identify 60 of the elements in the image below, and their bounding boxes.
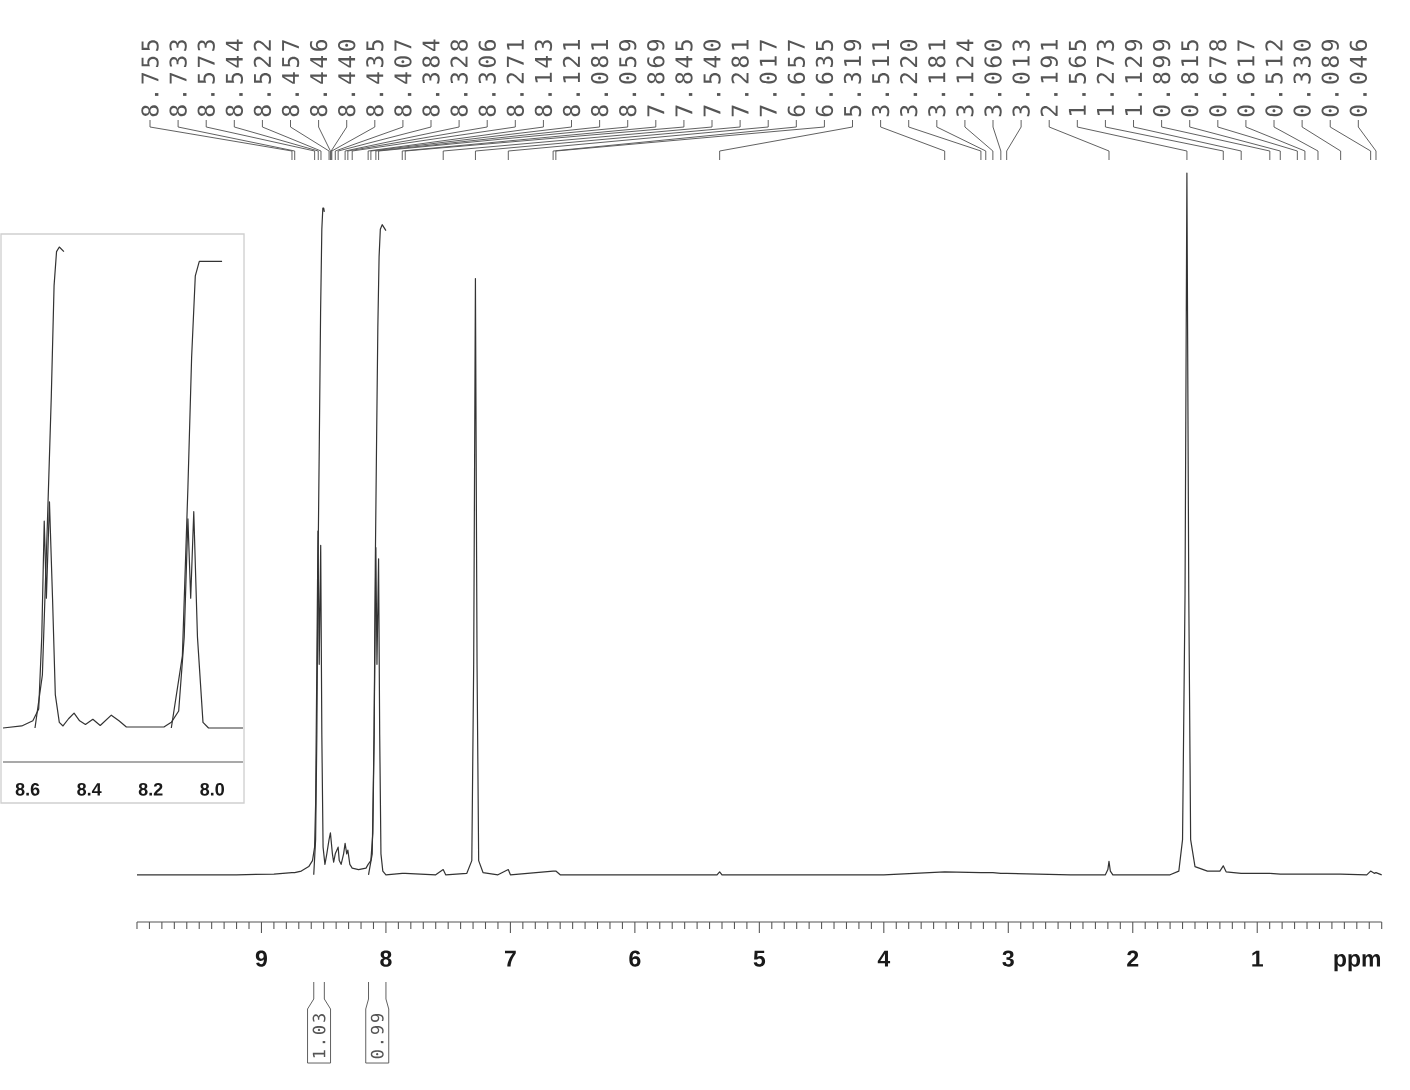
x-tick-label: 8.0 (200, 782, 224, 796)
x-tick-label: 8.6 (15, 782, 40, 796)
x-axis-title: ppm (1334, 954, 1381, 972)
text: 1.03 (312, 1014, 326, 1058)
x-tick-label: 2 (1127, 950, 1139, 967)
annotation: 7.281 (731, 39, 749, 117)
annotation: 7.869 (647, 39, 665, 117)
annotation: 0.815 (1181, 40, 1199, 117)
annotation: 3.124 (956, 39, 974, 117)
annotation: 2.191 (1040, 39, 1058, 117)
annotation: 8.306 (478, 39, 496, 117)
x-tick-label: 8.2 (138, 782, 163, 796)
annotation: 0.899 (1152, 39, 1171, 117)
annotation: 8.384 (422, 39, 440, 117)
annotation: 8.143 (534, 40, 553, 117)
x-tick-label: 8 (380, 950, 392, 967)
annotation: 7.845 (675, 40, 693, 117)
annotation: 3.060 (984, 39, 1002, 117)
annotation: 7.017 (759, 40, 777, 117)
annotation: 8.435 (366, 40, 384, 117)
annotation: 8.573 (197, 40, 215, 117)
annotation: 8.271 (506, 39, 525, 117)
annotation: 8.081 (590, 39, 609, 117)
annotation: 6.635 (815, 40, 834, 117)
text: 0.99 (370, 1013, 384, 1059)
annotation: 8.755 (141, 40, 159, 117)
annotation: 1.565 (1068, 40, 1087, 115)
annotation: 6.657 (787, 40, 806, 117)
annotation: 3.511 (871, 39, 890, 117)
annotation: 3.181 (928, 39, 946, 117)
annotation: 0.617 (1237, 40, 1255, 117)
annotation: 3.013 (1012, 40, 1030, 117)
annotation: 8.407 (394, 40, 412, 117)
annotation: 5.319 (843, 39, 862, 117)
x-tick-label: 6 (629, 950, 641, 967)
x-tick-label: 5 (753, 950, 766, 967)
annotation: 8.121 (562, 39, 581, 117)
annotation: 8.059 (619, 39, 637, 117)
annotation: 0.678 (1209, 39, 1227, 117)
x-tick-label: 1 (1252, 950, 1263, 967)
annotation: 8.457 (281, 40, 300, 117)
annotation: 8.328 (450, 39, 468, 117)
x-tick-label: 3 (1002, 950, 1014, 967)
x-tick-label: 8.4 (77, 782, 102, 796)
x-tick-label: 9 (255, 950, 267, 967)
annotation: 3.220 (900, 39, 918, 117)
annotation: 0.089 (1321, 39, 1339, 117)
annotation: 8.446 (309, 39, 328, 117)
annotation: 8.440 (338, 39, 356, 117)
annotation: 8.522 (253, 40, 272, 117)
annotation: 1.273 (1096, 40, 1115, 115)
annotation: 8.544 (225, 39, 244, 117)
annotation: 0.330 (1293, 39, 1311, 117)
annotation: 0.512 (1265, 40, 1283, 117)
annotation: 7.540 (703, 39, 721, 117)
annotation: 1.129 (1124, 39, 1143, 115)
annotation: 8.733 (169, 40, 187, 117)
x-tick-label: 7 (504, 950, 516, 967)
x-tick-label: 4 (877, 950, 891, 967)
annotation: 0.046 (1349, 39, 1368, 117)
